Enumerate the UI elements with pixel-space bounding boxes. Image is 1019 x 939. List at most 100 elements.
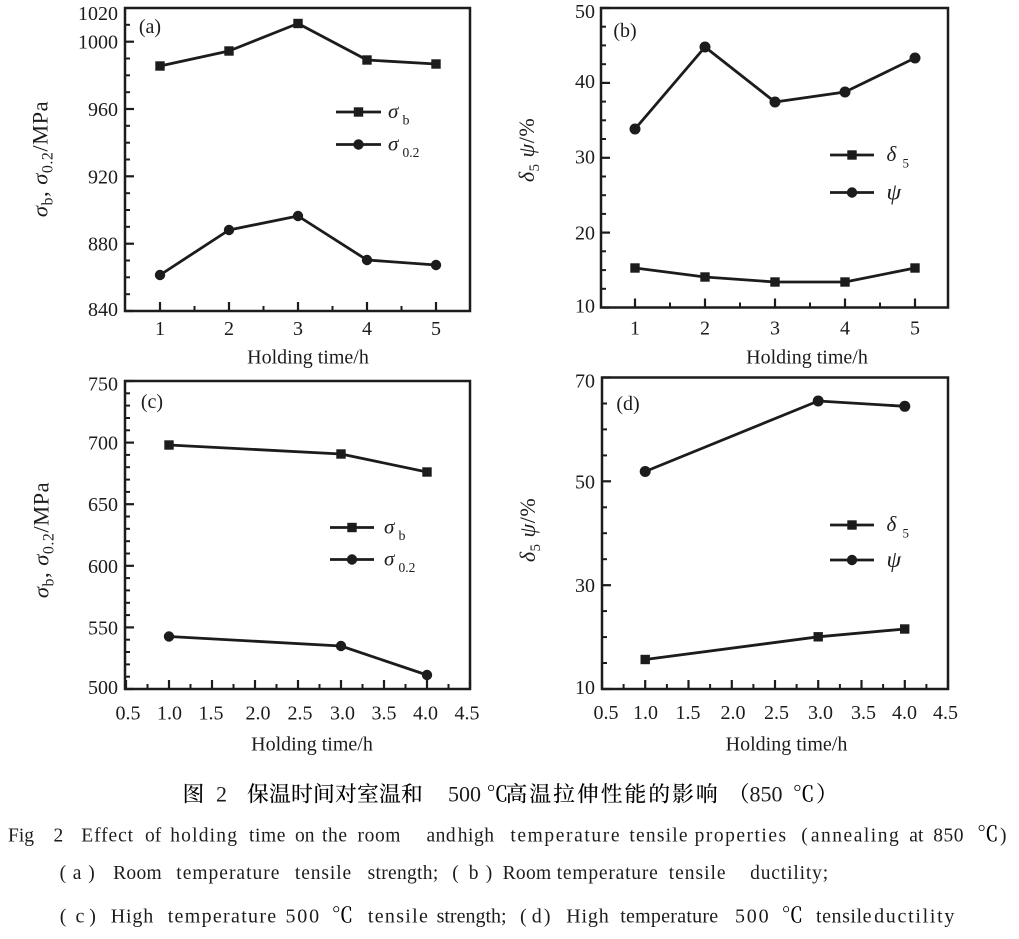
- svg-text:(: (: [801, 825, 808, 846]
- svg-text:Holding time/h: Holding time/h: [726, 734, 848, 756]
- svg-text:σb, σ0.2/MPa: σb, σ0.2/MPa: [28, 101, 57, 217]
- svg-text:Holding time/h: Holding time/h: [251, 734, 373, 756]
- svg-text:3.0: 3.0: [808, 702, 833, 724]
- svg-text:strength;: strength;: [437, 906, 507, 928]
- svg-text:): ): [486, 863, 493, 884]
- svg-text:time: time: [249, 825, 286, 846]
- svg-text:b: b: [399, 529, 406, 544]
- svg-text:4: 4: [840, 318, 850, 340]
- svg-text:(a): (a): [139, 16, 161, 38]
- svg-text:σ: σ: [384, 547, 396, 571]
- svg-text:tensile: tensile: [669, 863, 727, 884]
- svg-text:and: and: [427, 825, 457, 846]
- svg-text:at: at: [909, 825, 924, 846]
- svg-text:): ): [89, 906, 96, 928]
- svg-text:50: 50: [575, 471, 595, 493]
- svg-text:Room: Room: [113, 863, 162, 884]
- svg-text:ductility: ductility: [874, 906, 956, 928]
- svg-text:on: on: [295, 825, 315, 846]
- svg-text:2: 2: [54, 825, 64, 846]
- svg-text:Holding time/h: Holding time/h: [247, 347, 369, 369]
- svg-text:): ): [544, 906, 551, 928]
- svg-text:δ5 ψ/%: δ5 ψ/%: [515, 498, 544, 562]
- svg-text:δ: δ: [887, 512, 898, 536]
- svg-text:): ): [1000, 825, 1007, 846]
- svg-text:2.5: 2.5: [764, 702, 789, 724]
- svg-text:σb, σ0.2/MPa: σb, σ0.2/MPa: [29, 482, 58, 598]
- svg-text:600: 600: [88, 556, 118, 578]
- svg-text:δ5 ψ/%: δ5 ψ/%: [514, 118, 543, 182]
- svg-text:500: 500: [448, 782, 481, 807]
- svg-text:3.5: 3.5: [372, 703, 397, 725]
- svg-text:500: 500: [286, 906, 321, 928]
- svg-text:tensile: tensile: [629, 825, 688, 846]
- svg-text:920: 920: [88, 166, 118, 188]
- svg-text:temperature: temperature: [168, 906, 278, 928]
- svg-text:annealing: annealing: [811, 825, 900, 846]
- svg-text:b: b: [403, 114, 410, 129]
- svg-text:1.0: 1.0: [633, 702, 658, 724]
- svg-text:0.2: 0.2: [403, 145, 420, 160]
- svg-text:high: high: [458, 825, 495, 846]
- svg-text:High: High: [111, 906, 154, 928]
- svg-text:(: (: [60, 906, 67, 928]
- svg-text:tensile: tensile: [368, 906, 429, 928]
- svg-text:temperature: temperature: [557, 863, 659, 884]
- svg-text:1020: 1020: [78, 3, 118, 25]
- svg-text:Room: Room: [503, 863, 552, 884]
- svg-text:): ): [88, 863, 95, 884]
- svg-text:0.5: 0.5: [116, 703, 141, 725]
- svg-text:d: d: [532, 906, 542, 928]
- svg-text:4.5: 4.5: [455, 703, 480, 725]
- svg-text:the: the: [322, 825, 348, 846]
- svg-text:2.5: 2.5: [288, 703, 313, 725]
- svg-text:ψ: ψ: [887, 180, 902, 206]
- svg-text:3.0: 3.0: [330, 703, 355, 725]
- svg-text:5: 5: [903, 156, 910, 171]
- svg-text:70: 70: [575, 371, 595, 393]
- svg-text:500: 500: [735, 906, 770, 928]
- svg-text:5: 5: [903, 526, 910, 541]
- svg-text:850: 850: [750, 782, 783, 807]
- svg-text:δ: δ: [887, 142, 898, 166]
- svg-text:1.5: 1.5: [199, 703, 224, 725]
- svg-text:50: 50: [575, 1, 595, 23]
- svg-text:700: 700: [88, 433, 118, 455]
- svg-text:1: 1: [630, 318, 640, 340]
- svg-text:Fig: Fig: [8, 825, 34, 846]
- svg-text:10: 10: [575, 677, 595, 699]
- svg-text:4: 4: [362, 318, 372, 340]
- svg-text:ψ: ψ: [887, 547, 902, 573]
- svg-text:temperature: temperature: [620, 906, 718, 928]
- svg-text:0.5: 0.5: [594, 702, 619, 724]
- svg-text:840: 840: [88, 299, 118, 321]
- svg-text:3: 3: [293, 318, 303, 340]
- svg-text:960: 960: [88, 99, 118, 121]
- svg-text:of: of: [145, 825, 162, 846]
- svg-text:5: 5: [431, 318, 441, 340]
- svg-text:3: 3: [770, 318, 780, 340]
- svg-text:850: 850: [933, 825, 964, 846]
- svg-text:750: 750: [88, 374, 118, 396]
- svg-text:b: b: [469, 863, 479, 884]
- svg-text:1000: 1000: [78, 32, 118, 54]
- svg-text:1.5: 1.5: [676, 702, 701, 724]
- svg-text:2: 2: [224, 318, 234, 340]
- svg-text:ductility;: ductility;: [750, 863, 829, 884]
- svg-text:2: 2: [700, 318, 710, 340]
- svg-text:500: 500: [88, 677, 118, 699]
- svg-text:3.5: 3.5: [851, 702, 876, 724]
- svg-text:σ: σ: [384, 515, 396, 539]
- svg-text:40: 40: [575, 71, 595, 93]
- svg-text:c: c: [76, 906, 85, 928]
- svg-text:2.0: 2.0: [721, 702, 746, 724]
- svg-text:strength;: strength;: [368, 863, 439, 884]
- svg-text:0.2: 0.2: [399, 560, 416, 575]
- svg-text:holding: holding: [170, 825, 238, 846]
- svg-text:10: 10: [575, 296, 595, 318]
- svg-text:550: 550: [88, 617, 118, 639]
- svg-text:σ: σ: [388, 99, 400, 123]
- svg-text:Effect: Effect: [81, 825, 134, 846]
- svg-text:(c): (c): [141, 391, 163, 413]
- svg-text:4.0: 4.0: [892, 702, 917, 724]
